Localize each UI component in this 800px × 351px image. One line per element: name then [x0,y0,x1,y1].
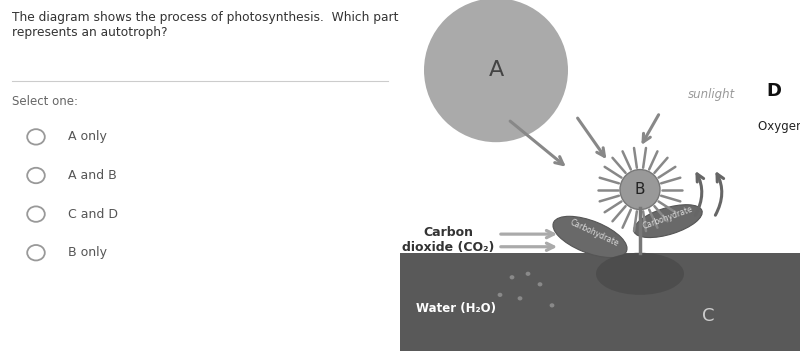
Circle shape [526,272,530,276]
Text: Water (H₂O): Water (H₂O) [416,302,496,316]
Ellipse shape [634,205,702,238]
Text: A and B: A and B [68,169,117,182]
Text: Oxygen (O₂): Oxygen (O₂) [758,120,800,133]
Text: B: B [634,182,646,197]
Bar [400,253,800,351]
Text: sunlight: sunlight [688,88,735,101]
Text: B only: B only [68,246,107,259]
Circle shape [510,275,514,279]
Text: Carbohydrate: Carbohydrate [642,204,694,231]
Text: Carbon
dioxide (CO₂): Carbon dioxide (CO₂) [402,226,494,254]
Ellipse shape [620,170,660,210]
Text: D: D [766,82,781,100]
Text: C: C [702,307,714,325]
Circle shape [550,303,554,307]
Circle shape [518,296,522,300]
Circle shape [538,282,542,286]
Circle shape [498,293,502,297]
Text: Select one:: Select one: [12,95,78,108]
Text: C and D: C and D [68,207,118,221]
Ellipse shape [424,0,568,142]
Text: A: A [488,60,504,80]
Text: Carbohydrate: Carbohydrate [568,218,620,249]
Ellipse shape [596,253,684,295]
Text: The diagram shows the process of photosynthesis.  Which part
represents an autot: The diagram shows the process of photosy… [12,11,398,39]
Text: A only: A only [68,130,107,144]
Ellipse shape [553,216,627,258]
